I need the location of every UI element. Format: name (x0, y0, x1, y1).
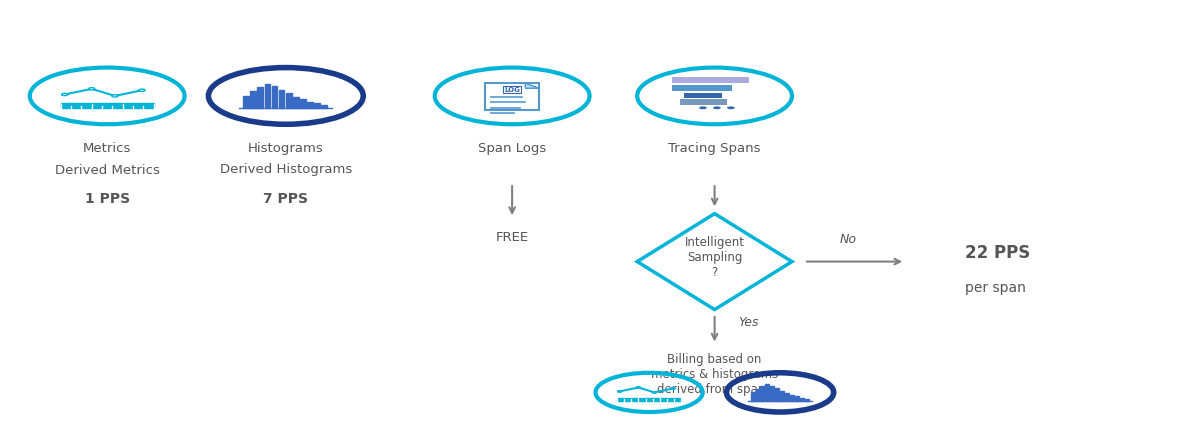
Bar (785, 393, 788, 401)
Bar (279, 90, 285, 108)
Bar (286, 93, 292, 108)
Text: 7 PPS: 7 PPS (263, 192, 308, 206)
Text: per span: per span (965, 281, 1025, 295)
Text: FREE: FREE (495, 231, 529, 244)
Text: Span Logs: Span Logs (478, 142, 547, 155)
Bar (800, 398, 804, 401)
Bar (755, 389, 760, 401)
Bar (264, 84, 270, 108)
Bar (780, 391, 784, 401)
Text: Histograms: Histograms (248, 142, 324, 155)
Bar (750, 392, 755, 401)
Bar (243, 96, 249, 108)
Bar (322, 105, 328, 108)
Circle shape (636, 387, 641, 388)
Bar (257, 87, 263, 108)
Bar (672, 78, 749, 83)
Text: Metrics: Metrics (83, 142, 131, 155)
Circle shape (112, 95, 118, 97)
Circle shape (139, 89, 145, 92)
Bar (684, 92, 722, 98)
Bar (680, 99, 727, 105)
Bar (250, 91, 256, 108)
Bar (314, 103, 320, 108)
Circle shape (653, 392, 656, 393)
Bar (775, 388, 779, 401)
Bar (760, 386, 765, 401)
Bar (307, 102, 313, 108)
Circle shape (62, 93, 68, 95)
Circle shape (727, 106, 735, 109)
Circle shape (713, 106, 721, 109)
Text: No: No (840, 233, 858, 246)
Bar (790, 395, 794, 401)
Circle shape (699, 106, 706, 109)
Text: Billing based on
metrics & histograms
derived from spans: Billing based on metrics & histograms de… (651, 353, 778, 396)
Circle shape (88, 88, 95, 90)
Bar (272, 86, 278, 108)
Text: Intelligent
Sampling
?: Intelligent Sampling ? (685, 236, 744, 279)
Text: LOG: LOG (504, 87, 520, 93)
Bar (794, 396, 799, 401)
Bar (293, 97, 299, 108)
Text: Derived Histograms: Derived Histograms (219, 164, 353, 177)
FancyBboxPatch shape (485, 83, 540, 110)
Text: 22 PPS: 22 PPS (965, 244, 1030, 262)
Bar (672, 85, 731, 91)
Bar (805, 399, 809, 401)
Bar (771, 385, 774, 401)
Bar (766, 384, 769, 401)
FancyBboxPatch shape (617, 398, 681, 401)
Text: 1 PPS: 1 PPS (85, 192, 130, 206)
Circle shape (617, 391, 622, 392)
Text: Yes: Yes (738, 316, 759, 329)
Text: Derived Metrics: Derived Metrics (55, 164, 160, 177)
FancyBboxPatch shape (61, 103, 154, 109)
Polygon shape (525, 83, 540, 88)
Bar (300, 99, 306, 108)
Circle shape (671, 388, 675, 389)
Text: Tracing Spans: Tracing Spans (668, 142, 761, 155)
